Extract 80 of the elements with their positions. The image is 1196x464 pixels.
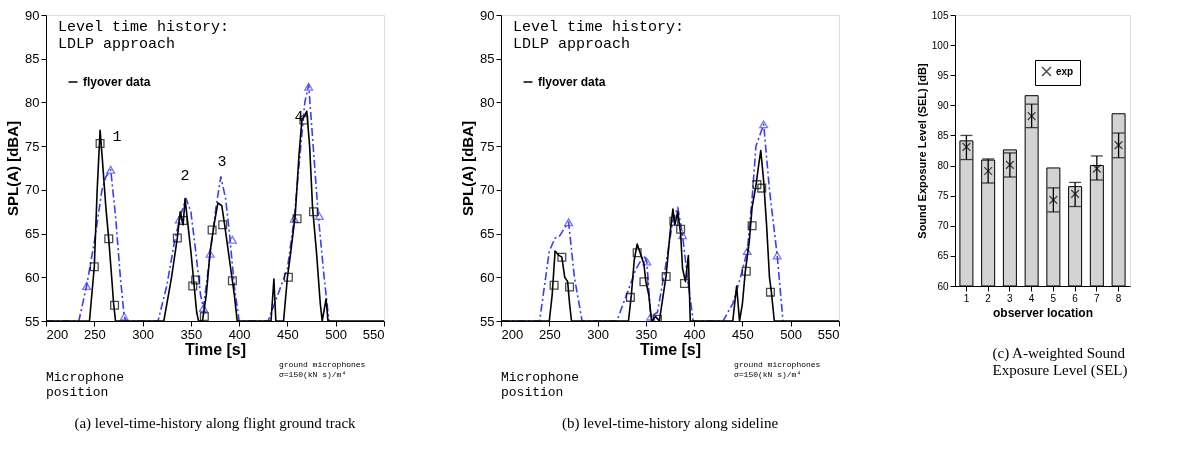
annotation: 4 bbox=[294, 109, 304, 126]
x-tick-label: 400 bbox=[228, 326, 251, 342]
x-tick-label: 500 bbox=[325, 326, 348, 342]
y-tick-label: 65 bbox=[25, 226, 40, 242]
point bbox=[983, 166, 993, 176]
y-tick-label: 80 bbox=[480, 94, 495, 110]
y-tick-label: 55 bbox=[25, 313, 40, 329]
x-tick-label: 200 bbox=[501, 326, 524, 342]
annotation: 2 bbox=[180, 168, 190, 185]
text: Microphone position bbox=[46, 370, 125, 400]
point bbox=[1048, 195, 1058, 205]
y-tick-label: 80 bbox=[937, 160, 949, 172]
y-tick-label: 85 bbox=[25, 51, 40, 67]
y-tick-label: 105 bbox=[931, 9, 949, 21]
y-tick-label: 100 bbox=[931, 39, 949, 51]
x-tick-label: 5 bbox=[1050, 292, 1057, 304]
x-axis-title: Time [s] bbox=[184, 340, 247, 358]
x-axis-title: Time [s] bbox=[639, 340, 702, 358]
x-tick-label: 2 bbox=[985, 292, 992, 304]
x-axis-title: observer location bbox=[992, 305, 1094, 320]
text: (b) level-time-history along sideline bbox=[561, 415, 779, 432]
x-tick-label: 3 bbox=[1007, 292, 1014, 304]
point bbox=[961, 142, 971, 152]
x-tick-label: 300 bbox=[132, 326, 154, 342]
x-tick-label: 550 bbox=[817, 326, 840, 342]
y-tick-label: 65 bbox=[937, 250, 949, 262]
annotation: Level time history: LDLP approach bbox=[513, 19, 685, 53]
text: (c) A-weighted Sound Exposure Level (SEL) bbox=[992, 345, 1128, 379]
legend-label: flyover data bbox=[538, 75, 606, 89]
point bbox=[1114, 140, 1124, 150]
x-tick-label: 450 bbox=[277, 326, 299, 342]
x-tick-label: 250 bbox=[538, 326, 561, 342]
annotation: 3 bbox=[217, 154, 227, 171]
y-tick-label: 70 bbox=[25, 182, 40, 198]
y-tick-label: 75 bbox=[937, 190, 949, 202]
x-tick-label: 6 bbox=[1072, 292, 1079, 304]
text: (a) level-time-history along flight ground track bbox=[74, 415, 357, 432]
x-tick-label: 250 bbox=[83, 326, 106, 342]
y-tick-label: 90 bbox=[480, 7, 495, 23]
y-tick-label: 90 bbox=[25, 7, 40, 23]
text: ground microphones σ=150(kN s)/m⁴ bbox=[279, 360, 366, 379]
y-axis-title: SPL(A) [dBA] bbox=[4, 121, 22, 216]
x-tick-label: 300 bbox=[587, 326, 609, 342]
y-axis-title: Sound Exposure Level (SEL) [dB] bbox=[915, 62, 928, 239]
x-tick-label: 450 bbox=[732, 326, 754, 342]
y-tick-label: 60 bbox=[937, 280, 949, 292]
legend-label: exp bbox=[1056, 65, 1074, 77]
y-tick-label: 55 bbox=[480, 313, 495, 329]
y-tick-label: 65 bbox=[480, 226, 495, 242]
point bbox=[1070, 189, 1080, 199]
x-tick-label: 200 bbox=[46, 326, 69, 342]
y-tick-label: 70 bbox=[480, 182, 495, 198]
point bbox=[1092, 164, 1102, 174]
y-tick-label: 80 bbox=[25, 94, 40, 110]
y-tick-label: 70 bbox=[937, 220, 949, 232]
y-tick-label: 85 bbox=[480, 51, 495, 67]
x-tick-label: 1 bbox=[963, 292, 970, 304]
x-tick-label: 7 bbox=[1094, 292, 1101, 304]
y-axis-title: SPL(A) [dBA] bbox=[459, 121, 477, 216]
x-tick-label: 350 bbox=[180, 326, 203, 342]
text: ground microphones σ=150(kN s)/m⁴ bbox=[734, 360, 821, 379]
y-tick-label: 85 bbox=[937, 129, 949, 141]
x-tick-label: 400 bbox=[683, 326, 706, 342]
point bbox=[1005, 160, 1015, 170]
point bbox=[1027, 111, 1037, 121]
x-tick-label: 4 bbox=[1028, 292, 1035, 304]
y-tick-label: 60 bbox=[480, 269, 495, 285]
x-tick-label: 350 bbox=[635, 326, 658, 342]
x-tick-label: 550 bbox=[362, 326, 385, 342]
y-tick-label: 60 bbox=[25, 269, 40, 285]
annotation: 1 bbox=[112, 129, 122, 146]
x-tick-label: 8 bbox=[1115, 292, 1122, 304]
y-tick-label: 90 bbox=[937, 99, 949, 111]
y-tick-label: 75 bbox=[480, 138, 495, 154]
legend-label: flyover data bbox=[83, 75, 151, 89]
x-tick-label: 500 bbox=[780, 326, 803, 342]
annotation: Level time history: LDLP approach bbox=[58, 19, 230, 53]
y-tick-label: 75 bbox=[25, 138, 40, 154]
text: Microphone position bbox=[501, 370, 580, 400]
y-tick-label: 95 bbox=[937, 69, 949, 81]
